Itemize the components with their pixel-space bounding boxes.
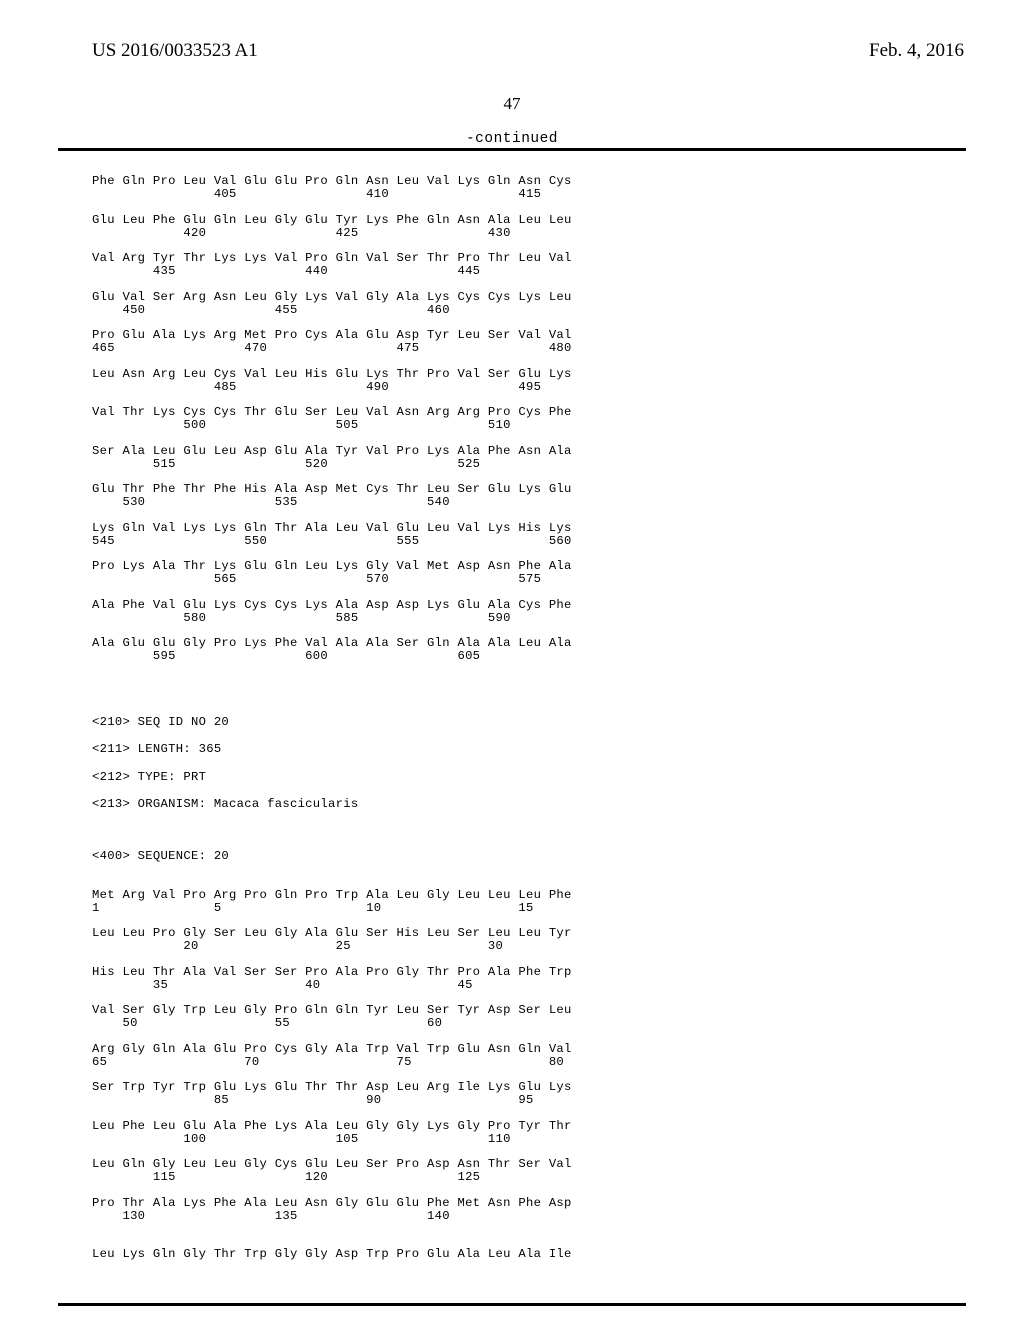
- position-line: 485 490 495: [92, 381, 932, 394]
- position-line: 420 425 430: [92, 227, 932, 240]
- sequence-header: <400> SEQUENCE: 20: [92, 850, 932, 863]
- position-line: 1 5 10 15: [92, 902, 932, 915]
- seq-type: <212> TYPE: PRT: [92, 770, 932, 785]
- aa-line: Arg Gly Gln Ala Glu Pro Cys Gly Ala Trp …: [92, 1043, 932, 1056]
- position-line: 580 585 590: [92, 612, 932, 625]
- aa-line: Ser Ala Leu Glu Leu Asp Glu Ala Tyr Val …: [92, 445, 932, 458]
- bottom-rule: [58, 1303, 966, 1306]
- sequence-block: Arg Gly Gln Ala Glu Pro Cys Gly Ala Trp …: [92, 1043, 932, 1069]
- position-line: 565 570 575: [92, 573, 932, 586]
- sequence-line: Leu Lys Gln Gly Thr Trp Gly Gly Asp Trp …: [92, 1248, 932, 1261]
- seq-id-no: <210> SEQ ID NO 20: [92, 715, 932, 730]
- position-line: 35 40 45: [92, 979, 932, 992]
- sequence-block: Leu Phe Leu Glu Ala Phe Lys Ala Leu Gly …: [92, 1120, 932, 1146]
- aa-line: Met Arg Val Pro Arg Pro Gln Pro Trp Ala …: [92, 889, 932, 902]
- position-line: 435 440 445: [92, 265, 932, 278]
- sequence-block: Pro Thr Ala Lys Phe Ala Leu Asn Gly Glu …: [92, 1197, 932, 1223]
- aa-line: Lys Gln Val Lys Lys Gln Thr Ala Leu Val …: [92, 522, 932, 535]
- sequence-block: Glu Val Ser Arg Asn Leu Gly Lys Val Gly …: [92, 291, 932, 317]
- aa-line: Glu Val Ser Arg Asn Leu Gly Lys Val Gly …: [92, 291, 932, 304]
- position-line: 515 520 525: [92, 458, 932, 471]
- sequence-block: Ala Glu Glu Gly Pro Lys Phe Val Ala Ala …: [92, 637, 932, 663]
- sequence-area: Phe Gln Pro Leu Val Glu Glu Pro Gln Asn …: [92, 162, 932, 1274]
- sequence-block: Val Arg Tyr Thr Lys Lys Val Pro Gln Val …: [92, 252, 932, 278]
- position-line: 595 600 605: [92, 650, 932, 663]
- page-number: 47: [0, 94, 1024, 114]
- sequence-block: Met Arg Val Pro Arg Pro Gln Pro Trp Ala …: [92, 889, 932, 915]
- seq-length: <211> LENGTH: 365: [92, 742, 932, 757]
- aa-line: Glu Leu Phe Glu Gln Leu Gly Glu Tyr Lys …: [92, 214, 932, 227]
- publication-date: Feb. 4, 2016: [869, 40, 964, 62]
- sequence-metadata: <210> SEQ ID NO 20 <211> LENGTH: 365 <21…: [92, 702, 932, 825]
- position-line: 85 90 95: [92, 1094, 932, 1107]
- sequence-block: His Leu Thr Ala Val Ser Ser Pro Ala Pro …: [92, 966, 932, 992]
- sequence-block: Lys Gln Val Lys Lys Gln Thr Ala Leu Val …: [92, 522, 932, 548]
- position-line: 545 550 555 560: [92, 535, 932, 548]
- position-line: 115 120 125: [92, 1171, 932, 1184]
- sequence-block: Phe Gln Pro Leu Val Glu Glu Pro Gln Asn …: [92, 175, 932, 201]
- aa-line: Leu Phe Leu Glu Ala Phe Lys Ala Leu Gly …: [92, 1120, 932, 1133]
- sequence-block: Pro Glu Ala Lys Arg Met Pro Cys Ala Glu …: [92, 329, 932, 355]
- sequence-block: Ser Ala Leu Glu Leu Asp Glu Ala Tyr Val …: [92, 445, 932, 471]
- position-line: 465 470 475 480: [92, 342, 932, 355]
- position-line: 50 55 60: [92, 1017, 932, 1030]
- position-line: 530 535 540: [92, 496, 932, 509]
- position-line: 500 505 510: [92, 419, 932, 432]
- sequence-block: Val Thr Lys Cys Cys Thr Glu Ser Leu Val …: [92, 406, 932, 432]
- position-line: 450 455 460: [92, 304, 932, 317]
- aa-line: Pro Thr Ala Lys Phe Ala Leu Asn Gly Glu …: [92, 1197, 932, 1210]
- publication-number: US 2016/0033523 A1: [92, 40, 258, 62]
- sequence-block: Ser Trp Tyr Trp Glu Lys Glu Thr Thr Asp …: [92, 1081, 932, 1107]
- position-line: 100 105 110: [92, 1133, 932, 1146]
- position-line: 405 410 415: [92, 188, 932, 201]
- aa-line: Ala Phe Val Glu Lys Cys Cys Lys Ala Asp …: [92, 599, 932, 612]
- sequence-block: Leu Gln Gly Leu Leu Gly Cys Glu Leu Ser …: [92, 1158, 932, 1184]
- top-rule: [58, 148, 966, 151]
- sequence-block: Pro Lys Ala Thr Lys Glu Gln Leu Lys Gly …: [92, 560, 932, 586]
- sequence-block: Ala Phe Val Glu Lys Cys Cys Lys Ala Asp …: [92, 599, 932, 625]
- sequence-block: Leu Leu Pro Gly Ser Leu Gly Ala Glu Ser …: [92, 927, 932, 953]
- continued-label: -continued: [0, 131, 1024, 147]
- seq-organism: <213> ORGANISM: Macaca fascicularis: [92, 797, 932, 812]
- sequence-block: Leu Asn Arg Leu Cys Val Leu His Glu Lys …: [92, 368, 932, 394]
- aa-line: His Leu Thr Ala Val Ser Ser Pro Ala Pro …: [92, 966, 932, 979]
- position-line: 20 25 30: [92, 940, 932, 953]
- sequence-block: Glu Leu Phe Glu Gln Leu Gly Glu Tyr Lys …: [92, 214, 932, 240]
- sequence-block: Val Ser Gly Trp Leu Gly Pro Gln Gln Tyr …: [92, 1004, 932, 1030]
- position-line: 130 135 140: [92, 1210, 932, 1223]
- sequence-block: Glu Thr Phe Thr Phe His Ala Asp Met Cys …: [92, 483, 932, 509]
- aa-line: Leu Asn Arg Leu Cys Val Leu His Glu Lys …: [92, 368, 932, 381]
- position-line: 65 70 75 80: [92, 1056, 932, 1069]
